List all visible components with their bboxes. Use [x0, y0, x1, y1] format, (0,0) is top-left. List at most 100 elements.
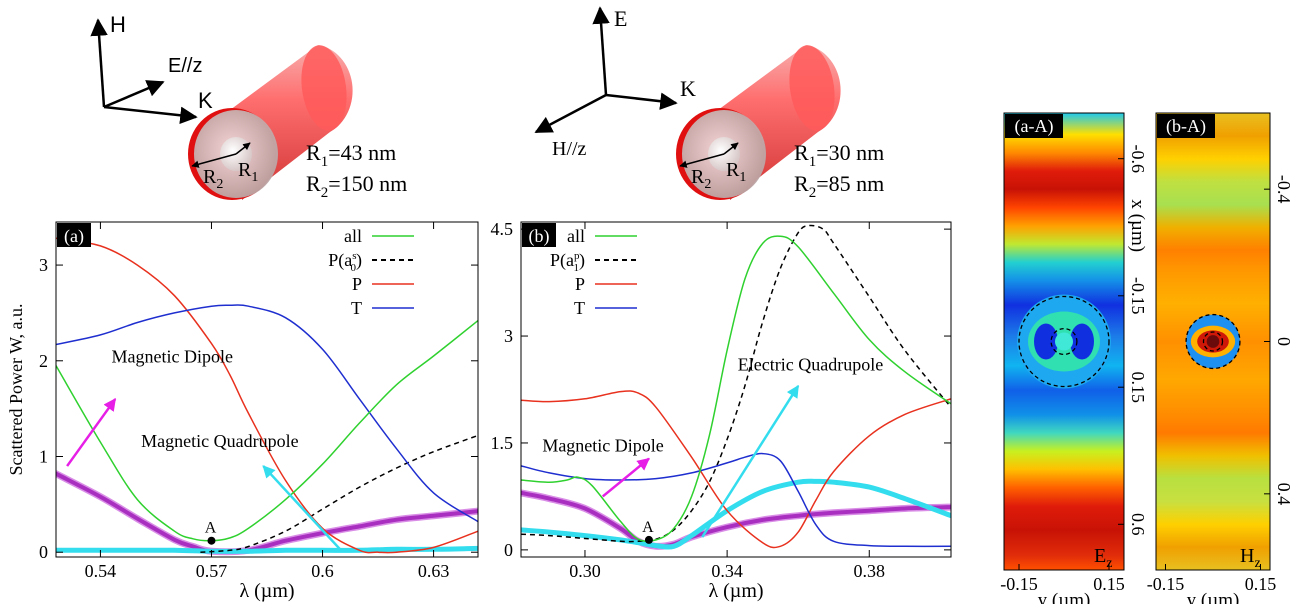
heatmap-area	[1156, 113, 1270, 570]
schematic-b: E H//z K R2 R1 R1=30 nm R2=85 nm	[534, 6, 884, 201]
map-x-axis-label: y (µm)	[1187, 590, 1240, 604]
field-lobe-left	[1034, 323, 1058, 360]
point-A-label: A	[642, 519, 654, 536]
series-purple	[56, 471, 478, 554]
series-P	[521, 390, 951, 549]
legend-label-T: T	[351, 298, 362, 318]
axis-right-label: K	[198, 88, 213, 113]
legend-label-P: P	[575, 274, 585, 294]
series-P-coefficient	[200, 434, 478, 553]
map-frame	[1003, 112, 1125, 571]
radius-line1: R1=43 nm	[306, 140, 396, 170]
annotation-arrow	[66, 398, 117, 467]
axis-up-arrow	[592, 6, 610, 96]
annotation-arrow	[601, 457, 650, 498]
x-tick-label: 0.54	[85, 561, 117, 581]
radius-line2: R2=150 nm	[306, 171, 407, 201]
x-axis-label: λ (µm)	[708, 580, 763, 602]
series-cyan	[56, 545, 478, 554]
r2-arrow-label: R2	[691, 166, 711, 192]
series-cyan	[521, 478, 951, 550]
legend: all P(as 0)PT	[328, 226, 414, 318]
shell-boundary	[1185, 313, 1241, 370]
y-axis-label: Scattered Power W, a.u.	[6, 304, 26, 476]
field-map-a-A: (a-A)Ez-0.15 0.15y (µm)-0.6-0.150.150.6x …	[1000, 112, 1148, 604]
annotation-text: Magnetic Dipole	[542, 436, 663, 456]
field-center	[1206, 335, 1220, 348]
series-purple-halo	[56, 470, 478, 556]
x-tick-label: 0.63	[418, 561, 450, 581]
x-axis-label: λ (µm)	[239, 580, 294, 602]
map-y-tick-label: 0	[1274, 337, 1294, 346]
annotation-text: Electric Quadrupole	[738, 354, 883, 374]
map-panel-label-text: (a-A)	[1015, 116, 1054, 137]
annotation-text: Magnetic Dipole	[112, 347, 233, 367]
point-A: A	[642, 519, 654, 544]
map-y-tick-label: -0.6	[1128, 144, 1148, 173]
field-lobe-right	[1070, 323, 1094, 360]
point-A-label: A	[205, 520, 217, 537]
cylinder-a: R2 R1	[188, 45, 353, 200]
r2-arrow-label: R2	[203, 166, 223, 192]
axis-right-arrow	[605, 92, 678, 110]
panel-label-text: (a)	[64, 226, 84, 247]
map-x-tick-label: -0.15	[1147, 574, 1185, 594]
map-y-axis-label: x (µm)	[1127, 199, 1148, 252]
shell-boundary	[1050, 327, 1078, 356]
x-tick-label: 0.6	[311, 561, 334, 581]
legend-label-all: all	[567, 226, 585, 246]
shell-boundary	[1202, 331, 1224, 352]
r1-arrow-label: R1	[726, 159, 746, 185]
axis-diag-arrow	[534, 93, 607, 134]
annotation-arrow	[262, 465, 342, 552]
point-A: A	[205, 520, 217, 545]
series-P	[56, 237, 478, 554]
map-panel-label: (b-A)	[1157, 114, 1215, 138]
axis-right-label: K	[680, 76, 696, 101]
axis-up-arrow	[90, 18, 108, 108]
x-tick-label: 0.34	[711, 561, 743, 581]
y-tick-label: 0	[504, 540, 513, 560]
legend: all P(ap 1)PT	[550, 226, 637, 318]
legend-label-P: P	[352, 274, 362, 294]
series-all	[56, 320, 478, 542]
chart-panel-a: 0.54 0.57 0.6 0.63 0 1 2 3 λ (µm) Scattered Power…	[6, 221, 479, 602]
map-x-axis-label: y (µm)	[1038, 590, 1091, 604]
legend-label-T: T	[574, 298, 585, 318]
axis-right-arrow	[103, 105, 198, 124]
r1-arrow-label: R1	[238, 159, 258, 185]
map-x-tick-label: -0.15	[1000, 574, 1038, 594]
map-x-tick-label: 0.15	[1093, 574, 1125, 594]
field-map-b-A: (b-A)Hz-0.15 0.15y (µm)-0.400.4	[1147, 112, 1294, 604]
chart-panel-b: 0.30 0.34 0.38 0 1.5 3 4.5 λ (µm) (b) all P(ap 1)PT…	[491, 219, 952, 602]
y-tick-label: 3	[39, 255, 48, 275]
map-panel-label: (a-A)	[1005, 114, 1063, 138]
map-y-tick-label: 0.15	[1128, 371, 1148, 403]
axis-up-label: E	[614, 6, 627, 31]
series-P-coefficient	[521, 224, 951, 543]
y-tick-label: 1.5	[491, 433, 514, 453]
series-T	[521, 452, 951, 548]
legend-label-Pas: P(ap 1)	[550, 250, 585, 274]
axis-diag-label: H//z	[552, 138, 587, 160]
radius-line1: R1=30 nm	[794, 140, 884, 170]
plot-frame	[55, 221, 479, 558]
x-tick-label: 0.38	[854, 561, 886, 581]
y-tick-label: 2	[39, 351, 48, 371]
plot-area	[521, 224, 951, 550]
plot-area	[56, 237, 478, 556]
x-tick-label: 0.57	[196, 561, 228, 581]
map-y-tick-label: 0.4	[1274, 483, 1294, 506]
map-y-tick-label: 0.6	[1128, 513, 1148, 536]
panel-label: (a)	[57, 223, 91, 247]
legend-label-all: all	[344, 226, 362, 246]
axis-diag-label: E//z	[168, 55, 202, 77]
y-tick-label: 0	[39, 542, 48, 562]
shell-boundary	[1018, 295, 1110, 388]
x-tick-label: 0.30	[569, 561, 601, 581]
y-tick-label: 1	[39, 447, 48, 467]
plot-frame	[520, 221, 952, 558]
map-y-tick-label: -0.15	[1128, 277, 1148, 315]
annotation-text: Magnetic Quadrupole	[141, 431, 298, 451]
